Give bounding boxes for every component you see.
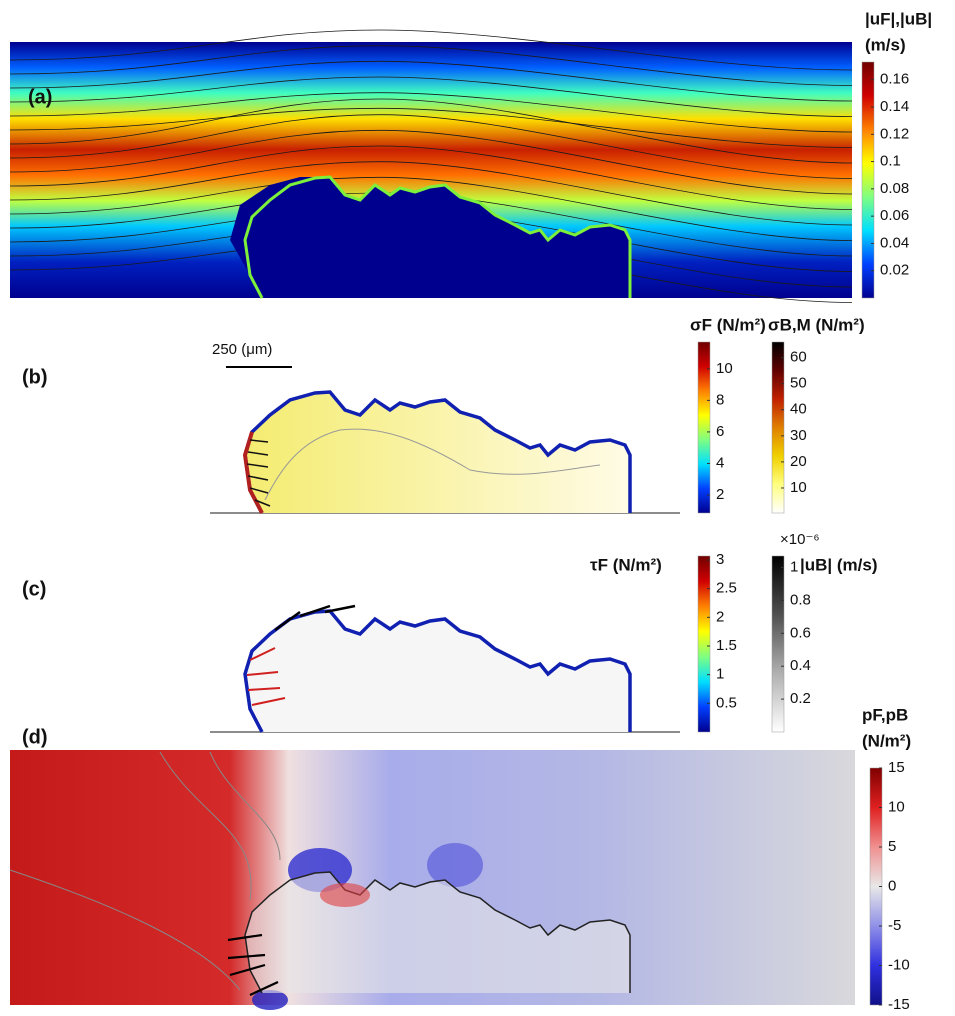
high-stress-edge <box>242 431 264 514</box>
streamline <box>9 176 853 241</box>
panel-label: (a) <box>28 86 52 108</box>
panel-label: (c) <box>22 578 46 600</box>
tick-label: 10 <box>888 798 905 815</box>
streamline <box>9 129 853 195</box>
colorbar <box>861 61 875 299</box>
streamline <box>9 107 853 148</box>
tumor-a <box>230 175 632 300</box>
streamline <box>9 29 853 71</box>
colorbar-title: τF (N/m²) <box>590 555 662 574</box>
tick-label: 40 <box>790 401 807 418</box>
tick-label: 0.6 <box>790 624 811 641</box>
tick-label: 0.04 <box>880 234 909 251</box>
tick-label: 60 <box>790 349 807 366</box>
colorbar <box>771 341 785 514</box>
tick-label: 0.16 <box>880 71 909 88</box>
streamline <box>9 60 853 102</box>
tick-label: 1 <box>790 558 798 575</box>
tick-label: 50 <box>790 375 807 392</box>
tick-label: -15 <box>888 996 910 1013</box>
streamline <box>9 76 853 117</box>
streamline <box>9 98 853 164</box>
panel-label: (d) <box>22 726 48 748</box>
tick-label: 30 <box>790 427 807 444</box>
colorbar-title: (m/s) <box>865 35 906 54</box>
colorbar-multiplier: ×10⁻⁶ <box>780 531 820 548</box>
tick-label: 6 <box>716 423 724 440</box>
tick-label: 0.14 <box>880 98 909 115</box>
tick-label: 1 <box>716 666 724 683</box>
shear-arrows-black <box>274 604 356 632</box>
tick-label: 15 <box>888 759 905 776</box>
streamline <box>9 161 853 226</box>
tick-label: 3 <box>716 551 724 568</box>
tick-label: 0.5 <box>716 694 737 711</box>
tick-label: 10 <box>790 479 807 496</box>
low-pressure <box>427 843 483 887</box>
tick-label: 8 <box>716 391 724 408</box>
tick-label: 2 <box>716 608 724 625</box>
colorbar-title: |uB| (m/s) <box>800 555 878 574</box>
panel-label: (b) <box>22 366 48 388</box>
tick-label: 0.8 <box>790 591 811 608</box>
tick-label: -10 <box>888 956 910 973</box>
tumor-outline <box>243 609 632 734</box>
tick-label: 2.5 <box>716 580 737 597</box>
tick-label: -5 <box>888 917 901 934</box>
colorbar-title: pF,pB <box>862 705 908 724</box>
pressure-arrows <box>227 933 279 996</box>
contour <box>264 428 601 501</box>
colorbar <box>697 341 711 514</box>
tick-label: 2 <box>716 486 724 503</box>
tick-label: 20 <box>790 453 807 470</box>
tick-label: 10 <box>716 360 733 377</box>
tick-label: 0.2 <box>790 690 811 707</box>
tick-label: 1.5 <box>716 637 737 654</box>
streamline <box>9 145 853 210</box>
tick-label: 0.1 <box>880 153 901 170</box>
colorbar <box>771 555 785 733</box>
tick-label: 0.4 <box>790 657 811 674</box>
tick-label: 4 <box>716 454 724 471</box>
colorbar-title: |uF|,|uB| <box>865 9 932 28</box>
colorbar <box>697 555 711 733</box>
streamline <box>9 92 853 133</box>
shear-arrows <box>246 647 286 706</box>
low-pressure <box>252 990 288 1010</box>
scale-bar-label: 250 (μm) <box>212 341 272 358</box>
high-pressure <box>320 883 370 907</box>
stress-arrows <box>246 439 271 507</box>
colorbar-title: σF (N/m²) <box>690 315 766 334</box>
colorbar-title: σB,M (N/m²) <box>768 315 865 334</box>
tick-label: 0.08 <box>880 180 909 197</box>
tick-label: 0.06 <box>880 207 909 224</box>
tick-label: 0.02 <box>880 262 909 279</box>
tick-label: 5 <box>888 838 896 855</box>
colorbar-title: (N/m²) <box>862 731 911 750</box>
streamline <box>9 45 853 86</box>
tick-label: 0.12 <box>880 125 909 142</box>
contour <box>9 751 281 991</box>
tick-label: 0 <box>888 877 896 894</box>
streamline <box>9 114 853 179</box>
